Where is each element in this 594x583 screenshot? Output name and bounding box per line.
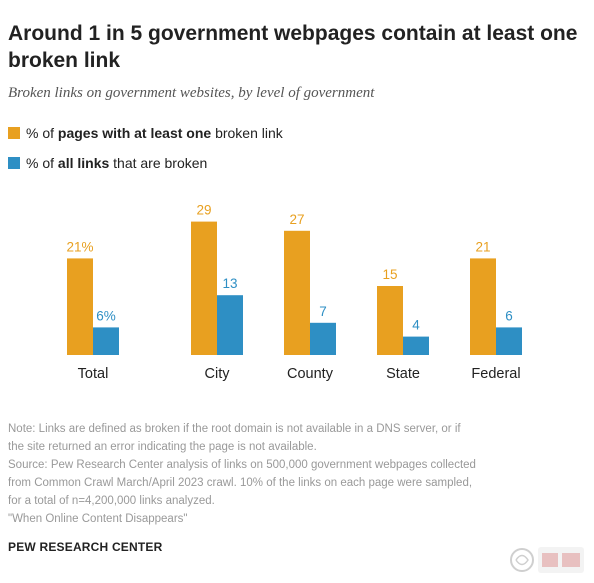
legend-suffix: that are broken bbox=[113, 155, 208, 171]
note-line: "When Online Content Disappears" bbox=[8, 513, 188, 525]
data-label-pages-federal: 21 bbox=[475, 239, 490, 254]
chart-subtitle: Broken links on government websites, by … bbox=[8, 85, 375, 101]
legend: % of pages with at least one broken link… bbox=[8, 124, 283, 184]
bar-links-city bbox=[217, 295, 243, 355]
note-line: Note: Links are defined as broken if the… bbox=[8, 423, 461, 435]
category-label-county: County bbox=[287, 366, 334, 382]
note-line: from Common Crawl March/April 2023 crawl… bbox=[8, 477, 473, 489]
data-label-links-total: 6% bbox=[96, 308, 116, 323]
data-label-links-county: 7 bbox=[319, 304, 327, 319]
note-line: Source: Pew Research Center analysis of … bbox=[8, 459, 476, 471]
chart-notes: Note: Links are defined as broken if the… bbox=[8, 420, 583, 528]
bar-links-county bbox=[310, 322, 336, 355]
data-label-pages-state: 15 bbox=[382, 267, 397, 282]
category-label-state: State bbox=[386, 366, 420, 382]
bar-links-state bbox=[403, 336, 429, 355]
category-label-total: Total bbox=[78, 366, 109, 382]
legend-item-links: % of all links that are broken bbox=[8, 154, 283, 172]
legend-bold: pages with at least one bbox=[57, 125, 212, 141]
legend-item-pages: % of pages with at least one broken link bbox=[8, 124, 283, 142]
data-label-links-state: 4 bbox=[412, 318, 420, 333]
note-line: for a total of n=4,200,000 links analyze… bbox=[8, 495, 215, 507]
category-label-city: City bbox=[205, 366, 231, 382]
bar-pages-state bbox=[377, 286, 403, 355]
legend-suffix: broken link bbox=[215, 125, 283, 141]
legend-swatch-blue bbox=[8, 157, 20, 169]
bar-chart: 21% 6% Total 29 13 City 27 7 County 15 4 State 21 6 Fe… bbox=[66, 203, 522, 382]
legend-swatch-orange bbox=[8, 127, 20, 139]
bar-pages-federal bbox=[470, 258, 496, 355]
data-label-pages-total: 21% bbox=[66, 239, 93, 254]
bar-links-total bbox=[93, 327, 119, 355]
bar-pages-city bbox=[191, 221, 217, 355]
bar-pages-county bbox=[284, 230, 310, 355]
note-line: the site returned an error indicating th… bbox=[8, 441, 317, 453]
data-label-pages-county: 27 bbox=[289, 212, 304, 227]
data-label-links-federal: 6 bbox=[505, 308, 513, 323]
chart-title: Around 1 in 5 government webpages contai… bbox=[8, 22, 578, 72]
brand-name: PEW RESEARCH CENTER bbox=[8, 540, 163, 554]
category-label-federal: Federal bbox=[471, 366, 520, 382]
legend-bold: all links bbox=[57, 155, 110, 171]
watermark-logo bbox=[510, 547, 584, 573]
data-label-links-city: 13 bbox=[222, 276, 237, 291]
legend-prefix: % of bbox=[26, 125, 55, 141]
legend-prefix: % of bbox=[26, 155, 55, 171]
bar-pages-total bbox=[67, 258, 93, 355]
data-label-pages-city: 29 bbox=[196, 203, 211, 218]
bar-links-federal bbox=[496, 327, 522, 355]
